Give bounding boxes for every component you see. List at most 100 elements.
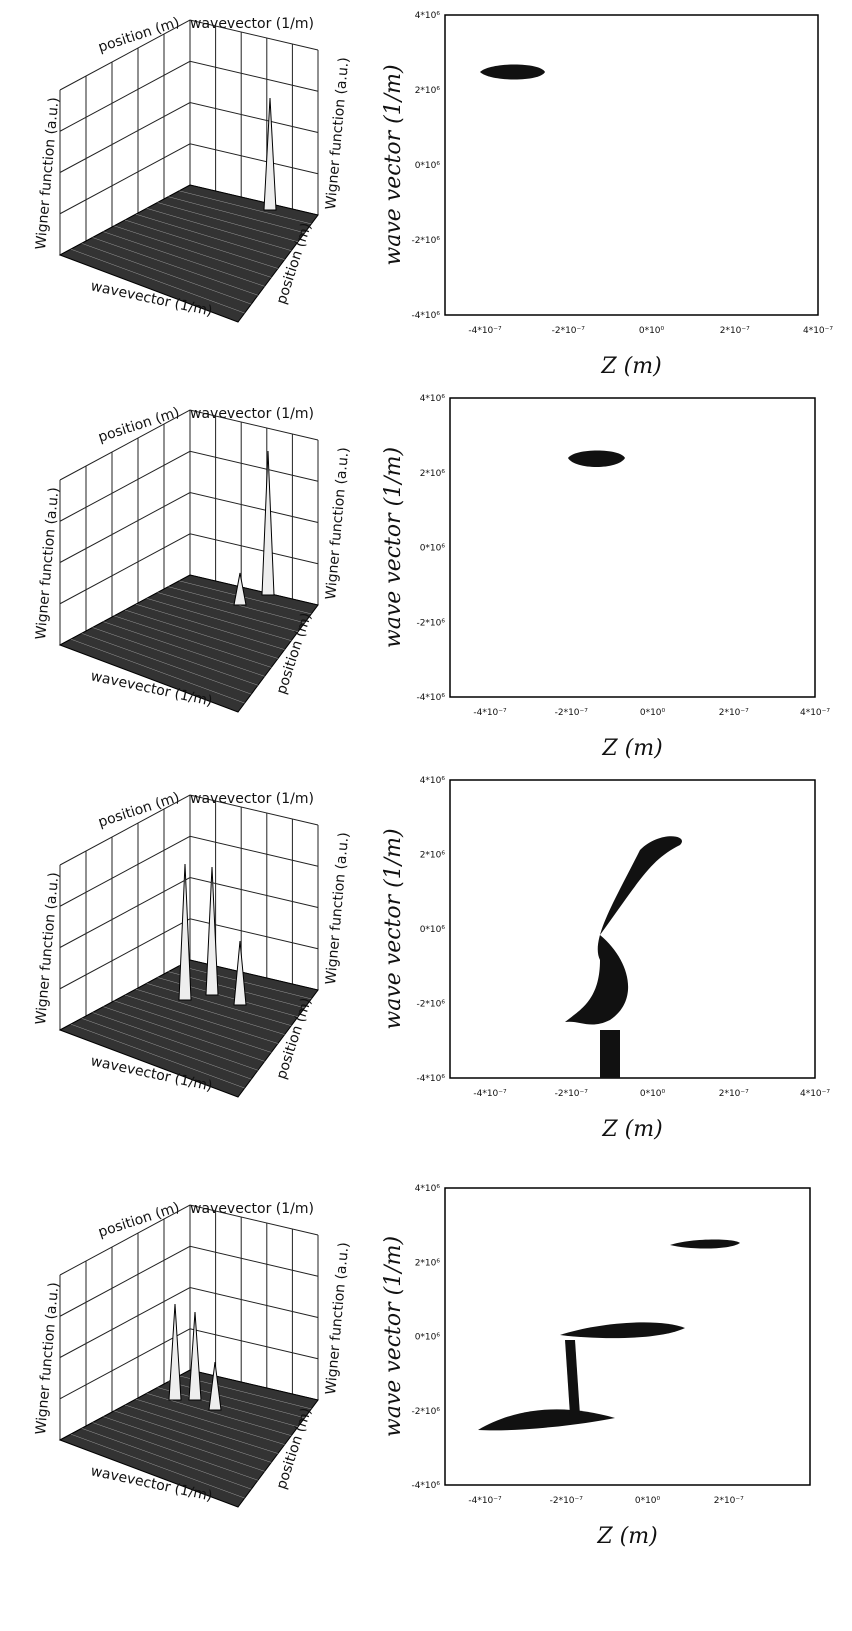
axis-label: Wigner function (a.u.) [323, 1242, 352, 1396]
y-tick-label: 4*10⁶ [415, 1184, 441, 1194]
mesh [135, 213, 285, 260]
wall-grid [59, 1204, 319, 1276]
x-tick-label: -2*10⁻⁷ [555, 708, 589, 718]
x-tick-label: 0*10⁰ [640, 1089, 666, 1099]
contour-plot: 4*10⁶ 2*10⁶ 0*10⁶ -2*10⁶ -4*10⁶ -4*10⁻⁷ -2*10⁻… [381, 394, 830, 761]
surface-plot: position (m) wavevector (1/m) Wigner funct… [33, 1199, 352, 1508]
mesh [157, 592, 299, 632]
y-tick-label: 4*10⁶ [420, 776, 446, 786]
x-tick-label: 2*10⁻⁷ [719, 1089, 749, 1099]
mesh [135, 1398, 285, 1445]
surface-plot: position (m) wavevector (1/m) Wigner funct… [33, 14, 352, 323]
mesh [81, 243, 252, 305]
surface-plot: position (m) wavevector (1/m) Wigner funct… [33, 789, 352, 1098]
x-tick-label: 4*10⁻⁷ [800, 708, 830, 718]
y-tick-label: 0*10⁶ [415, 161, 441, 171]
x-tick-label: -2*10⁻⁷ [555, 1089, 589, 1099]
axis-label: Wigner function (a.u.) [323, 447, 352, 601]
x-tick-label: -4*10⁻⁷ [473, 708, 507, 718]
peak [188, 1311, 202, 1401]
mesh [124, 994, 279, 1044]
wall-grid [59, 491, 319, 563]
mesh [103, 231, 265, 287]
y-tick-label: -2*10⁶ [416, 618, 445, 628]
wall-grid [59, 19, 319, 91]
x-tick-label: -2*10⁻⁷ [550, 1496, 584, 1506]
row: position (m) wavevector (1/m) Wigner funct… [33, 11, 833, 379]
axis-label: Wigner function (a.u.) [33, 1282, 62, 1436]
axis-label: position (m) [96, 404, 181, 445]
y-tick-label: -4*10⁶ [416, 1074, 445, 1084]
mesh [92, 237, 259, 296]
peak [263, 97, 277, 211]
mesh [103, 1416, 265, 1472]
axis-label: wavevector (1/m) [190, 406, 314, 422]
peak [205, 866, 219, 996]
wall-grid [59, 1328, 319, 1400]
mesh [114, 615, 272, 668]
contour-region [560, 1322, 685, 1339]
mesh [124, 1404, 279, 1454]
mesh [114, 1410, 272, 1463]
wall-grid [59, 918, 319, 990]
wall-grid [59, 143, 319, 215]
y-tick-label: -4*10⁶ [411, 311, 440, 321]
axis-label: wavevector (1/m) [190, 791, 314, 807]
y-axis-label: wave vector (1/m) [381, 447, 406, 648]
y-axis-label: wave vector (1/m) [381, 64, 406, 265]
mesh [124, 609, 279, 659]
x-axis-label: Z (m) [601, 736, 662, 761]
y-tick-label: -2*10⁶ [411, 236, 440, 246]
y-tick-label: -2*10⁶ [411, 1407, 440, 1417]
x-axis-label: Z (m) [596, 1524, 657, 1549]
y-tick-label: 4*10⁶ [415, 11, 441, 21]
axis-label: Wigner function (a.u.) [33, 872, 62, 1026]
x-tick-label: -2*10⁻⁷ [552, 326, 586, 336]
mesh [81, 633, 252, 695]
wall-grid [59, 409, 319, 481]
axis-label: Wigner function (a.u.) [33, 487, 62, 641]
mesh [179, 580, 312, 615]
mesh [92, 1422, 259, 1481]
row: position (m) wavevector (1/m) Wigner funct… [33, 394, 830, 761]
mesh [70, 1023, 245, 1089]
y-tick-label: 4*10⁶ [420, 394, 446, 404]
y-tick-label: 2*10⁶ [420, 469, 446, 479]
mesh [146, 208, 292, 251]
wall-grid [59, 101, 319, 173]
mesh [114, 225, 272, 278]
peak [168, 1303, 182, 1401]
x-tick-label: 0*10⁰ [639, 326, 665, 336]
contour-region [568, 450, 625, 467]
row: position (m) wavevector (1/m) Wigner funct… [33, 1184, 811, 1549]
mesh [179, 1375, 312, 1410]
wall-grid [59, 60, 319, 132]
x-tick-label: 2*10⁻⁷ [719, 708, 749, 718]
y-tick-label: 0*10⁶ [420, 925, 446, 935]
y-axis-label: wave vector (1/m) [381, 1236, 406, 1437]
axis-label: Wigner function (a.u.) [33, 97, 62, 251]
mesh [81, 1428, 252, 1490]
wall-grid [59, 835, 319, 907]
contour-region [478, 1409, 615, 1431]
contour-region [670, 1239, 740, 1249]
x-tick-label: -4*10⁻⁷ [468, 1496, 502, 1506]
x-tick-label: -4*10⁻⁷ [468, 326, 502, 336]
axis-label: position (m) [96, 14, 181, 55]
mesh [103, 621, 265, 677]
mesh [168, 196, 305, 234]
contour-region [565, 1340, 580, 1415]
contour-plot: 4*10⁶ 2*10⁶ 0*10⁶ -2*10⁶ -4*10⁶ -4*10⁻⁷ -2*10⁻… [381, 776, 830, 1142]
contour-region [565, 836, 682, 1025]
wall-grid [59, 1245, 319, 1317]
contour-plot: 4*10⁶ 2*10⁶ 0*10⁶ -2*10⁶ -4*10⁶ -4*10⁻⁷ -2*10⁻… [381, 1184, 811, 1549]
contour-region [600, 1030, 620, 1078]
mesh [124, 219, 279, 269]
mesh [135, 988, 285, 1035]
surface-plot: position (m) wavevector (1/m) Wigner funct… [33, 404, 352, 713]
peak [233, 940, 247, 1006]
y-tick-label: 2*10⁶ [420, 851, 446, 861]
mesh [114, 1000, 272, 1053]
row: position (m) wavevector (1/m) Wigner funct… [33, 776, 830, 1142]
contour-region [480, 64, 545, 80]
